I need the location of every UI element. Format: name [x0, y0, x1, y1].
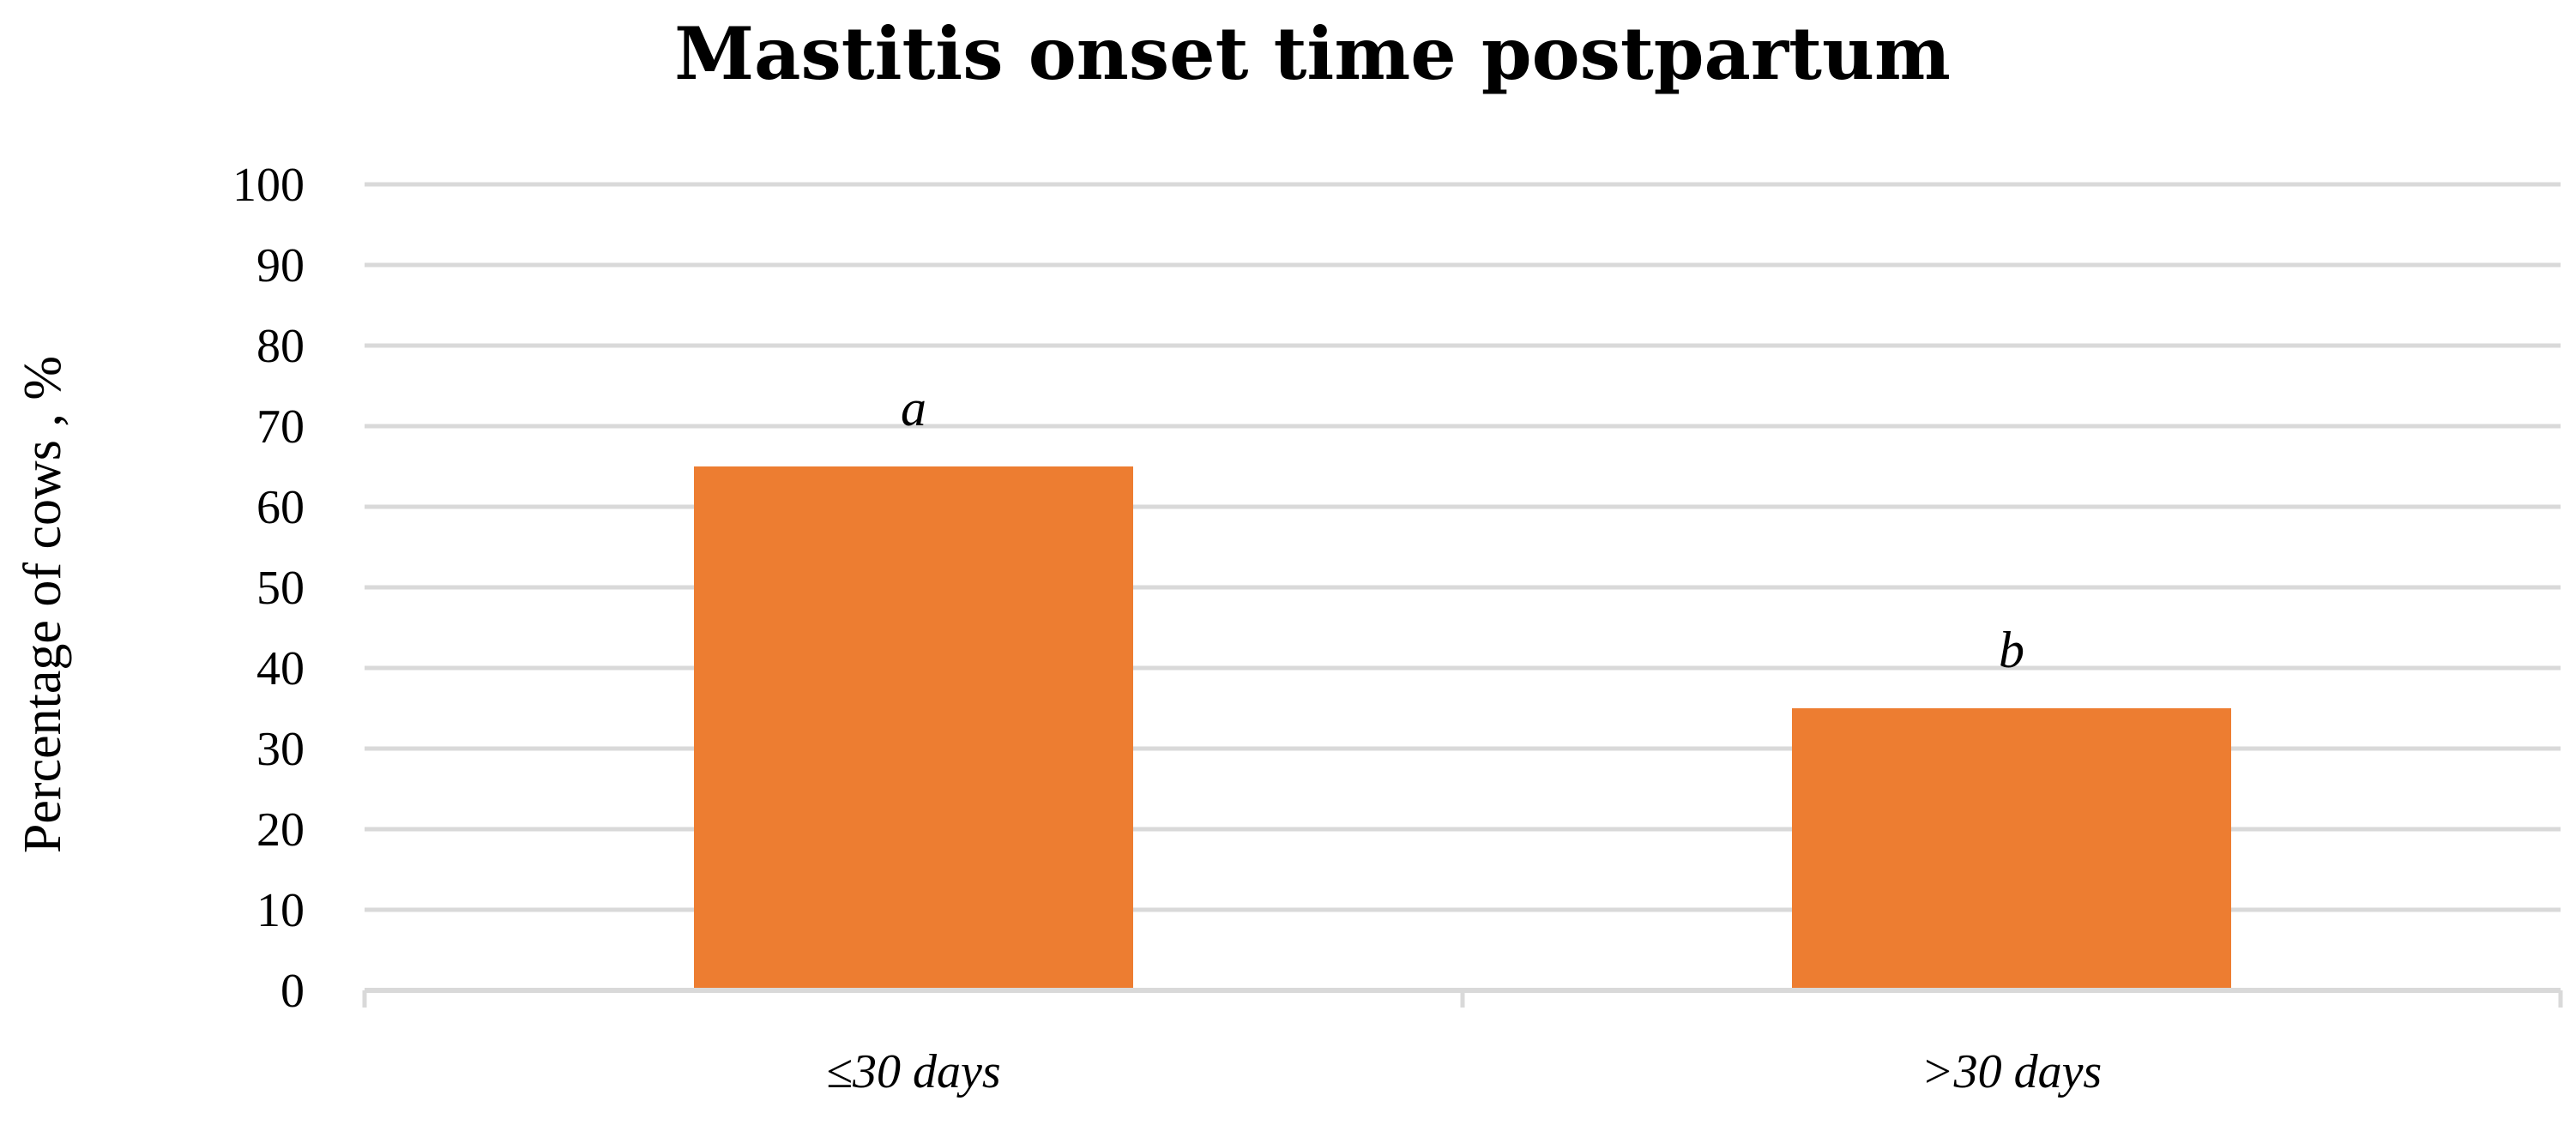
y-tick-label: 50 [256, 562, 305, 615]
y-tick-label: 100 [232, 159, 305, 212]
y-tick-label: 10 [256, 884, 305, 937]
data-labels: ab [901, 380, 2024, 678]
bar-1 [694, 466, 1133, 990]
chart-title: Mastitis onset time postpartum [674, 11, 1951, 96]
y-tick-label: 30 [256, 723, 305, 776]
y-tick-label: 80 [256, 320, 305, 373]
y-tick-label: 0 [281, 965, 305, 1018]
y-tick-label: 60 [256, 481, 305, 534]
x-axis-ticks: ≤30 days >30 days [826, 1045, 2102, 1098]
bars [694, 466, 2231, 990]
x-tick-label: >30 days [1921, 1045, 2102, 1098]
y-axis-ticks: 0 10 20 30 40 50 60 70 80 90 100 [232, 159, 305, 1018]
y-tick-label: 70 [256, 400, 305, 454]
y-tick-label: 20 [256, 803, 305, 857]
y-axis-label: Percentage of cows , % [14, 356, 72, 853]
bar-data-label: a [901, 380, 926, 436]
y-tick-label: 90 [256, 239, 305, 292]
y-tick-label: 40 [256, 642, 305, 695]
bar-2 [1792, 708, 2231, 990]
x-tick-label: ≤30 days [826, 1045, 1000, 1098]
x-axis [362, 988, 2563, 1008]
bar-data-label: b [1999, 622, 2024, 678]
